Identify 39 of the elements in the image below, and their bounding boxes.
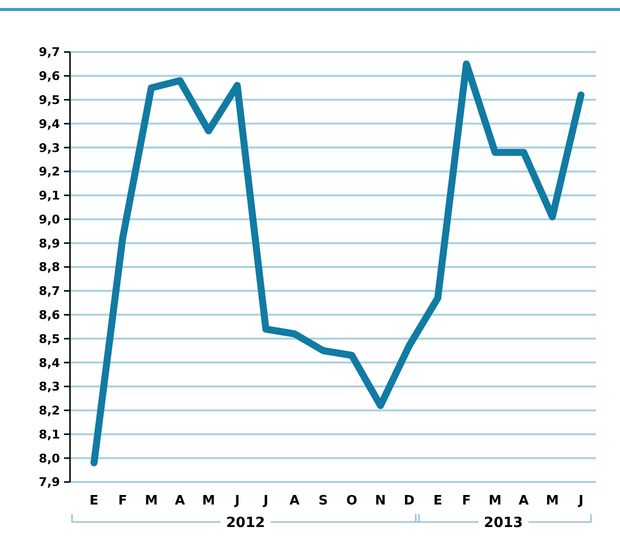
x-tick-label: M (546, 494, 559, 509)
text: 2013 (484, 515, 523, 531)
y-tick-label: 9,6 (38, 69, 60, 84)
y-tick-label: 9,1 (38, 188, 60, 203)
x-tick-label: E (90, 494, 98, 509)
y-tick-label: 8,4 (38, 356, 60, 370)
y-tick-label: 8,5 (38, 332, 60, 346)
x-tick-label: J (578, 494, 584, 509)
x-tick-label: D (404, 494, 415, 509)
y-tick-label: 8,7 (38, 284, 60, 298)
x-tick-label: M (144, 494, 158, 509)
x-tick-label: F (462, 494, 471, 509)
x-tick-label: M (202, 494, 216, 509)
x-tick-label: S (318, 494, 328, 509)
y-tick-label: 7,9 (38, 475, 60, 490)
x-tick-label: J (234, 494, 240, 509)
y-tick-label: 9,2 (38, 164, 60, 179)
x-tick-label: A (290, 494, 300, 509)
x-tick-label: A (174, 494, 185, 509)
y-tick-label: 8,1 (38, 427, 60, 442)
y-tick-label: 8,3 (38, 380, 60, 394)
x-tick-label: E (433, 494, 442, 509)
y-tick-label: 9,7 (38, 45, 60, 60)
x-tick-label: F (118, 494, 128, 509)
x-tick-label: O (346, 494, 358, 509)
y-tick-label: 8,8 (38, 260, 60, 274)
y-tick-label: 9,3 (38, 140, 60, 155)
x-tick-label: M (488, 494, 502, 509)
y-tick-label: 8,0 (38, 451, 60, 466)
y-tick-label: 9,0 (38, 212, 60, 226)
y-tick-label: 8,2 (38, 404, 60, 418)
x-tick-label: J (262, 494, 268, 509)
text: 2012 (226, 515, 266, 531)
y-tick-label: 8,9 (38, 236, 60, 250)
y-tick-label: 9,5 (38, 92, 60, 107)
x-tick-label: N (375, 494, 386, 509)
x-tick-label: A (518, 494, 529, 509)
y-tick-label: 9,4 (38, 116, 60, 131)
y-tick-label: 8,6 (38, 308, 60, 322)
